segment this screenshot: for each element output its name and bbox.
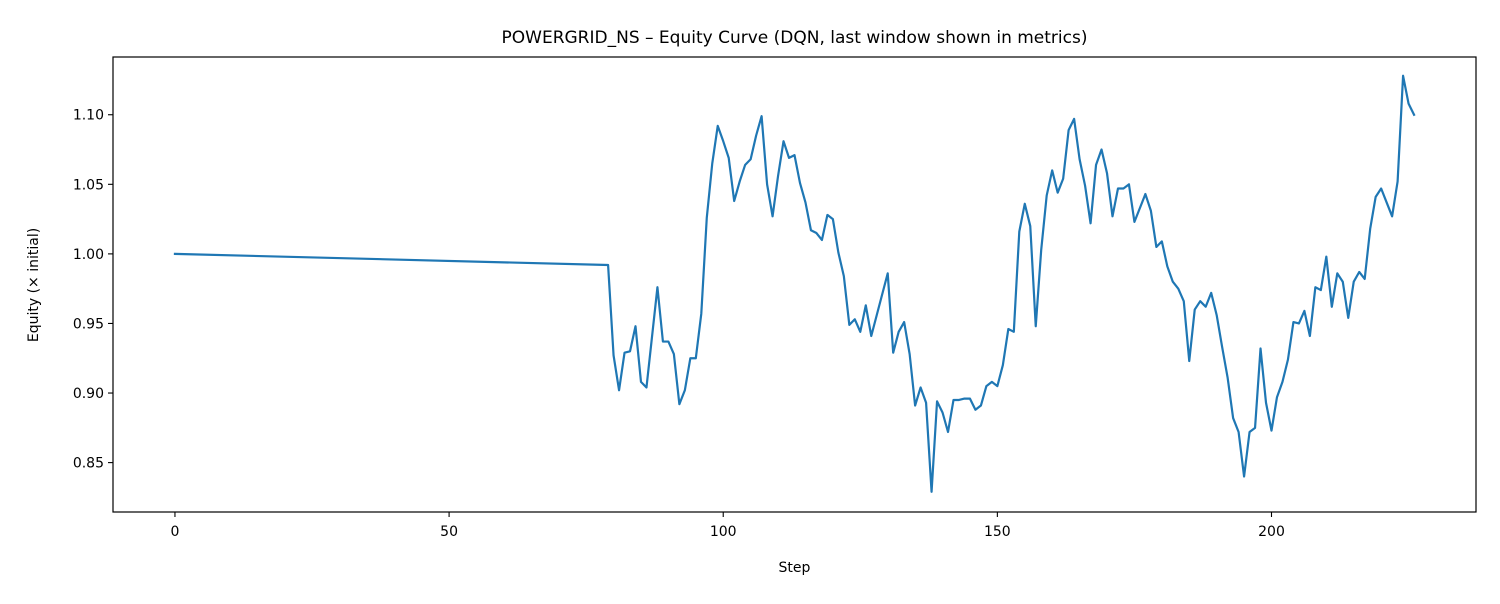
series-line-0 <box>173 74 1416 493</box>
axes-frame <box>112 56 1477 513</box>
x-axis-label: Step <box>779 560 811 576</box>
y-axis-label: Equity (× initial) <box>26 228 42 342</box>
y-tick-label: 0.95 <box>73 316 104 332</box>
y-tick-label: 0.85 <box>73 456 104 472</box>
y-tick-label: 1.00 <box>73 247 104 263</box>
x-tick-label: 0 <box>170 524 179 540</box>
chart-title: POWERGRID_NS – Equity Curve (DQN, last w… <box>502 28 1088 48</box>
y-tick-label: 0.90 <box>73 386 104 402</box>
y-tick-label: 1.05 <box>73 177 104 193</box>
x-tick-label: 200 <box>1258 524 1285 540</box>
x-tick-label: 50 <box>440 524 458 540</box>
y-tick-label: 1.10 <box>73 108 104 124</box>
plot-area: 0 50 100 150 200 0.85 0.90 0.95 1.00 1.05 1.10 <box>73 56 1477 540</box>
x-tick-label: 100 <box>710 524 737 540</box>
x-tick-label: 150 <box>984 524 1011 540</box>
